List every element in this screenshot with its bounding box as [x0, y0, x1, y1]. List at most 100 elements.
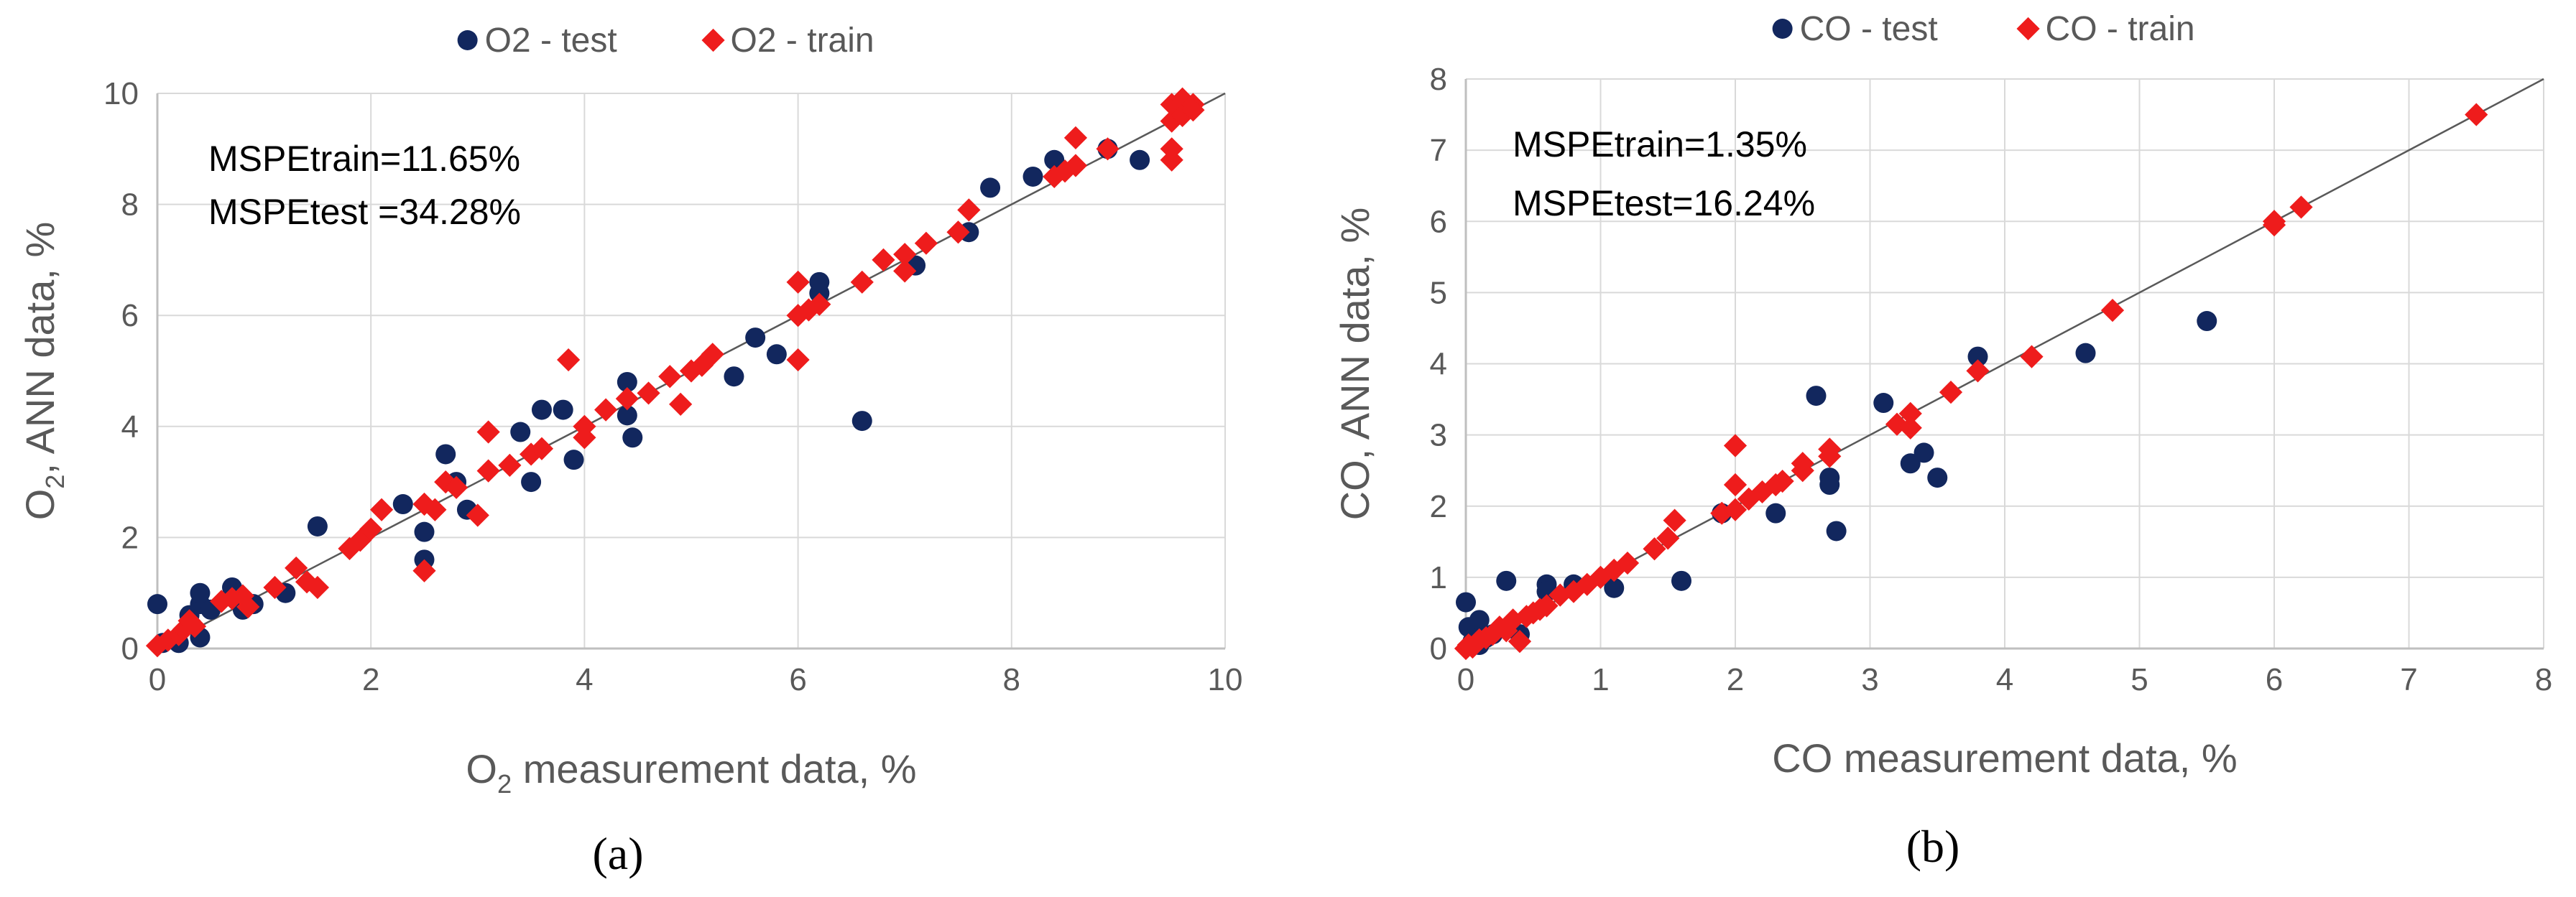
test-point [1469, 610, 1490, 631]
test-point [531, 399, 552, 420]
test-point [766, 344, 787, 365]
train-point [1818, 437, 1842, 461]
train-point [914, 231, 938, 255]
legend-label-test: O2 - test [485, 22, 617, 60]
test-point [617, 405, 637, 426]
train-point [156, 628, 180, 652]
y-tick-label: 0 [1430, 631, 1447, 666]
train-point [348, 529, 372, 552]
y-axis-title: O2, ANN data, % [17, 222, 70, 521]
train-point [295, 570, 319, 594]
train-point [172, 617, 196, 641]
test-point [2197, 311, 2217, 332]
train-point [2289, 195, 2313, 219]
gridlines [157, 93, 1226, 649]
x-axis-title: CO measurement data, % [1772, 735, 2237, 781]
x-tick-label: 0 [1457, 662, 1474, 697]
legend: O2 - test O2 - train [457, 22, 874, 60]
train-point [615, 387, 639, 411]
test-point [1900, 453, 1921, 474]
x-tick-label: 5 [2130, 662, 2148, 697]
train-point [1643, 537, 1666, 561]
legend-marker-test [1772, 19, 1793, 39]
train-point [183, 614, 207, 638]
train-point [423, 498, 447, 521]
tick-labels: 0 2 4 6 8 10 0 2 4 6 8 10 [103, 76, 1242, 697]
train-point [1043, 164, 1066, 189]
train-point [285, 556, 308, 580]
train-point [1535, 594, 1559, 618]
reference-line [1465, 78, 2544, 650]
train-point [1160, 148, 1183, 172]
train-point [412, 559, 436, 582]
y-tick-label: 10 [103, 76, 139, 111]
y-tick-label: 3 [1430, 418, 1447, 453]
test-point [1913, 442, 1934, 463]
train-point [2262, 213, 2286, 237]
legend-marker-train [2016, 17, 2040, 41]
test-series [147, 139, 1150, 654]
test-point [435, 444, 456, 465]
tick-labels: 0 1 2 3 4 5 6 7 8 0 1 2 3 4 5 6 7 8 [1430, 62, 2553, 697]
y-tick-label: 0 [121, 631, 139, 666]
train-series [145, 87, 1205, 658]
legend-marker-train [701, 28, 725, 52]
y-tick-label: 1 [1430, 560, 1447, 595]
test-point [553, 399, 573, 420]
test-point [1022, 166, 1043, 187]
train-point [1898, 401, 1922, 425]
test-point [190, 582, 211, 603]
test-point [1967, 346, 1988, 367]
x-tick-label: 6 [2266, 662, 2283, 697]
y-tick-label: 5 [1430, 275, 1447, 310]
train-point [1939, 381, 1963, 404]
train-point [872, 248, 895, 271]
train-point [1898, 416, 1922, 440]
test-point [1044, 149, 1065, 170]
train-point [434, 470, 458, 494]
y-tick-label: 8 [1430, 62, 1447, 97]
y-tick-label: 6 [1430, 204, 1447, 239]
train-point [1561, 580, 1586, 603]
x-tick-label: 2 [362, 662, 379, 697]
train-point [466, 503, 489, 527]
test-point [1806, 386, 1827, 406]
test-point [980, 177, 1001, 198]
train-point [957, 198, 981, 222]
y-tick-label: 2 [121, 520, 139, 555]
x-tick-label: 10 [1208, 662, 1243, 697]
test-point [745, 327, 766, 348]
train-point [658, 365, 682, 389]
x-tick-label: 6 [789, 662, 806, 697]
train-point [1063, 126, 1088, 149]
legend-label-train: CO - train [2046, 10, 2195, 48]
x-tick-label: 1 [1592, 662, 1609, 697]
train-point [701, 343, 724, 366]
legend-label-test: CO - test [1800, 10, 1938, 48]
train-point [2100, 299, 2125, 322]
y-tick-label: 4 [1430, 347, 1447, 382]
train-point [850, 270, 874, 294]
test-point [147, 594, 167, 615]
test-point [1130, 149, 1150, 170]
test-point [2075, 343, 2096, 363]
x-tick-label: 7 [2400, 662, 2417, 697]
train-point [2465, 103, 2488, 126]
x-tick-label: 3 [1861, 662, 1878, 697]
annotation-mspe-test: MSPEtest =34.28% [208, 192, 521, 232]
train-point [1663, 508, 1686, 532]
train-point [1966, 359, 1990, 383]
train-point [263, 575, 287, 600]
test-point [1671, 570, 1691, 591]
train-point [1723, 498, 1748, 521]
train-point [369, 498, 394, 521]
train-point [236, 595, 260, 619]
train-point [808, 292, 831, 316]
train-point [1181, 98, 1205, 122]
test-point [1765, 503, 1786, 524]
y-tick-label: 4 [121, 409, 139, 445]
test-point [617, 371, 637, 392]
x-tick-label: 8 [2535, 662, 2552, 697]
test-point [521, 472, 542, 493]
